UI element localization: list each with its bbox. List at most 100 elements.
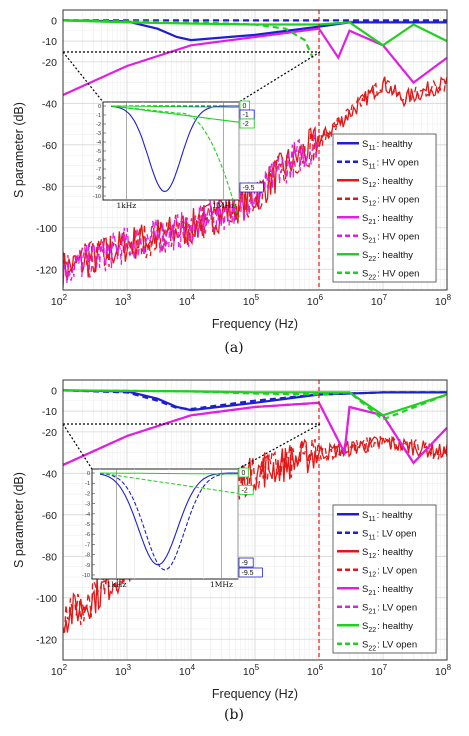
inset-frame	[91, 468, 239, 580]
inset-value-box	[238, 484, 254, 495]
y-tick-label: -80	[42, 551, 57, 563]
zoom-line	[62, 51, 104, 103]
y-tick-label: -40	[42, 468, 57, 480]
inset-y-tick: 0	[87, 471, 90, 477]
inset-y-tick: -8	[96, 176, 101, 182]
inset-s22-top	[110, 105, 239, 108]
legend-entry: S21: HV open	[362, 231, 419, 244]
series-line-7	[63, 389, 447, 421]
inset-y-tick: -9	[85, 563, 90, 569]
inset-y-tick: -6	[85, 532, 90, 538]
inset-y-tick: -7	[85, 542, 90, 548]
inset-value-box	[239, 118, 255, 129]
legend-box	[332, 504, 437, 654]
inset-x-tick-label: 1MHz	[210, 580, 233, 589]
inset-y-tick: -4	[85, 512, 90, 518]
inset-y-tick: -3	[96, 131, 101, 137]
x-axis-label: Frequency (Hz)	[212, 687, 298, 701]
legend-entry: S12: HV open	[362, 194, 419, 207]
inset-s11-lv-open	[99, 472, 238, 571]
inset-y-tick: -2	[85, 491, 90, 497]
zoom-line	[237, 423, 321, 470]
y-tick-label: 0	[51, 15, 57, 27]
inset-y-tick: -6	[96, 158, 101, 164]
inset-x-tick-label: 1kHz	[107, 580, 127, 589]
inset-y-tick: -5	[85, 522, 90, 528]
x-tick-label: 104	[179, 293, 196, 308]
legend-entry: S11: LV open	[362, 528, 417, 541]
figure-caption: (a)	[224, 340, 243, 356]
inset-y-tick: 0	[98, 104, 101, 110]
inset-s22-hv-open	[110, 105, 240, 222]
inset-y-tick: -1	[85, 481, 90, 487]
y-axis-label: S parameter (dB)	[12, 102, 26, 198]
inset-y-tick: -1	[96, 113, 101, 119]
y-tick-label: -10	[42, 36, 57, 48]
y-tick-label: -60	[42, 140, 57, 152]
inset-y-tick: -5	[96, 149, 101, 155]
inset-y-tick: -7	[96, 167, 101, 173]
inset-value-label: 0	[242, 470, 246, 477]
inset-value-label: -9.5	[242, 570, 254, 577]
y-tick-label: -20	[42, 57, 57, 69]
x-tick-label: 106	[307, 293, 324, 308]
x-axis-label: Frequency (Hz)	[212, 317, 298, 331]
inset-value-label: -2	[242, 487, 248, 494]
legend-entry: S22: HV open	[362, 268, 419, 281]
x-tick-label: 105	[243, 663, 260, 678]
inset-plot: 0 -1 -2 -3 -4 -5 -6 -7 -8 -9 -10 1kHz 1MHz 0 -1 -2 -9.5	[93, 100, 264, 222]
inset-value-label: 0	[243, 103, 247, 110]
series-line-3	[63, 77, 447, 275]
inset-y-tick: -4	[96, 140, 101, 146]
series-line-5	[63, 129, 320, 285]
inset-value-box	[238, 467, 250, 478]
inset-value-label: -1	[243, 112, 249, 119]
inset-s11-healthy	[110, 105, 239, 193]
x-tick-label: 102	[51, 663, 68, 678]
series-line-5	[63, 401, 447, 467]
inset-y-tick: -10	[93, 194, 101, 200]
y-tick-label: -10	[42, 406, 57, 418]
y-tick-label: -40	[42, 98, 57, 110]
inset-value-label: -2	[243, 121, 249, 128]
inset-value-label: -9	[242, 560, 248, 567]
inset-plot: 0 -1 -2 -3 -4 -5 -6 -7 -8 -9 -10 1kHz 1MHz 0 -2 -9 -9.5	[82, 467, 263, 589]
y-tick-label: -120	[36, 634, 57, 646]
y-tick-label: -100	[36, 223, 57, 235]
series-line-1	[63, 389, 447, 411]
inset-value-box	[238, 567, 263, 578]
x-tick-label: 103	[115, 663, 132, 678]
series-line-0	[63, 19, 447, 42]
series-group	[63, 389, 447, 635]
x-tick-label: 107	[371, 663, 388, 678]
x-tick-label: 104	[179, 663, 196, 678]
inset-value-label: -9.5	[243, 185, 255, 192]
x-tick-label: 107	[371, 293, 388, 308]
y-tick-label: -100	[36, 593, 57, 605]
y-tick-label: -120	[36, 264, 57, 276]
x-tick-label: 105	[243, 293, 260, 308]
inset-y-tick: -3	[85, 502, 90, 508]
legend-box	[332, 133, 437, 283]
inset-x-tick-label: 1MHz	[212, 201, 235, 210]
y-tick-label: 0	[51, 385, 57, 397]
inset-frame	[102, 101, 240, 201]
x-tick-label: 108	[435, 663, 452, 678]
y-tick-label: -20	[42, 427, 57, 439]
y-tick-label: -80	[42, 181, 57, 193]
inset-x-tick-label: 1kHz	[116, 201, 136, 210]
x-tick-label: 103	[115, 293, 132, 308]
y-tick-label: -60	[42, 510, 57, 522]
legend-entry: S11: HV open	[362, 157, 419, 170]
plot-frame	[62, 9, 448, 291]
figure-caption: (b)	[224, 707, 244, 723]
inset-y-tick: -8	[85, 553, 90, 559]
inset-value-box	[239, 182, 264, 193]
inset-s22-healthy	[99, 472, 238, 475]
plot-frame	[62, 379, 448, 661]
x-tick-label: 106	[307, 663, 324, 678]
x-tick-label: 108	[435, 293, 452, 308]
